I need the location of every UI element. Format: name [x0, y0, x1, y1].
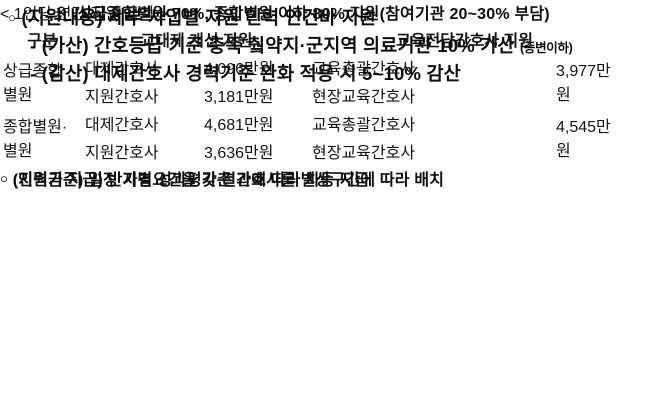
cell-institution-type: 상급종합 별원: [3, 63, 62, 104]
reference-mark-icon: ※: [55, 4, 67, 20]
header-cell-shift-improvement: 교대제 개선 지원: [140, 33, 253, 50]
support-content-text: (지원내용) 세부 사업별 지원 인력 인건바 지원: [21, 7, 377, 28]
addition-text: (가산) 간호등급 기준 충족 췈약지·군지역 의료기관 10% 가산: [41, 35, 515, 56]
table-title: < 1인당 연간 지원 금액 >: [0, 6, 168, 23]
table-row: 지원간호사 3,636만원 현장교육간호사: [2, 138, 618, 164]
header-cell-education-nurse: 교육전담간호사 지원: [396, 33, 533, 50]
bullet-line-support-content: ○ (지원내용) 세부 사업별 지원 인력 인건바 지원: [8, 4, 376, 30]
payment-text: (지원금 지급) 반기별 성과평가 결과에 따라 차등 지급: [12, 172, 370, 189]
note-text: 상급종합별원 70%, 종합별원 이하 80% 지원(참여기관 20~30% 부…: [77, 6, 550, 23]
cell-nurse-role: 지원간호사: [85, 145, 159, 162]
table-row: 상급종합 별원 대제간호사 4,096만원 교육총괄간호사 3,977만원: [2, 54, 618, 104]
cell-education-role: 현장교육간호사: [312, 89, 416, 106]
circle-bullet-icon: ○: [0, 171, 9, 186]
cell-education-amount: 3,977만원: [556, 63, 611, 104]
cell-education-role: 교육총괄간호사: [312, 117, 416, 134]
header-cell-category: 구분: [27, 33, 57, 50]
bullet-line-addition: - (가산) 간호등급 기준 충족 췈약지·군지역 의료기관 10% 가산 (종…: [30, 32, 573, 58]
cell-education-amount: 4,545만원: [556, 119, 611, 160]
bullet-line-payment: ○ (지원금 지급) 반기별 성과평가 결과에 따라 차등 지급: [0, 166, 370, 190]
table-row: 종합별원· 별원 대제간호사 4,681만원 교육총괄간호사 4,545만원: [2, 110, 618, 160]
staffing-text: (인력기준) 일정 자경요건을 갖춘 간호사를 별상구간에 따라 배치: [12, 172, 445, 189]
cell-nurse-role: 대제간호사: [85, 61, 159, 78]
dash-bullet-icon: -: [30, 35, 37, 56]
cell-shift-amount: 3,636만원: [204, 145, 274, 162]
support-amount-table: 구분 교대제 개선 지원 교육전담간호사 지원 상급종합 별원 대제간호사 4,…: [0, 24, 620, 166]
addition-note-small: (종변이하): [520, 41, 573, 55]
cell-shift-amount: 4,681만원: [204, 117, 274, 134]
table-header-row: 구분 교대제 개선 지원 교육전담간호사 지원: [2, 26, 618, 52]
reduction-text: (감산) 대제간호사 경력기준 완화 적용 시 5~10% 감산: [41, 63, 461, 84]
bullet-line-staffing: ○ (인력기준) 일정 자경요건을 갖춘 간호사를 별상구간에 따라 배치: [0, 166, 444, 190]
cell-institution-type: 종합별원· 별원: [3, 119, 68, 160]
cell-shift-amount: 3,181만원: [204, 89, 274, 106]
circle-bullet-icon: ○: [8, 10, 17, 25]
bullet-line-reduction: - (감산) 대제간호사 경력기준 완화 적용 시 5~10% 감산: [30, 60, 461, 86]
cell-nurse-role: 지원간호사: [85, 89, 159, 106]
cell-education-role: 현장교육간호사: [312, 145, 416, 162]
dash-bullet-icon: -: [30, 63, 37, 84]
cell-shift-amount: 4,096만원: [204, 61, 274, 78]
note-line: ※ 상급종합별원 70%, 종합별원 이하 80% 지원(참여기관 20~30%…: [55, 0, 550, 24]
cell-nurse-role: 대제간호사: [85, 117, 159, 134]
cell-education-role: 교육총괄간호사: [312, 61, 416, 78]
table-row: 지원간호사 3,181만원 현장교육간호사: [2, 82, 618, 108]
circle-bullet-icon: ○: [0, 171, 9, 186]
